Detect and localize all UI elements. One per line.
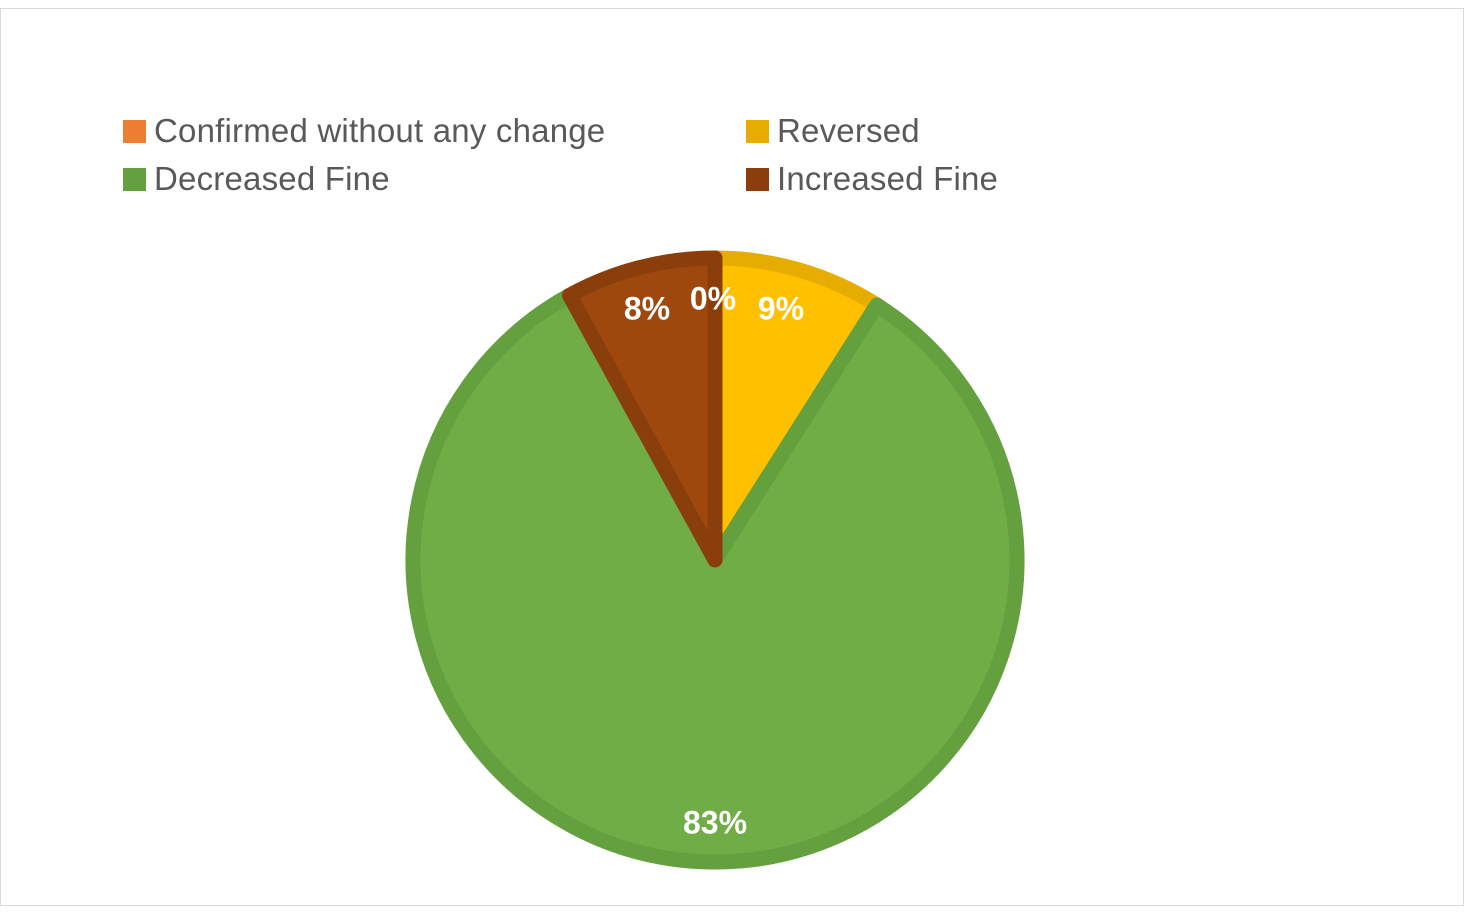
legend-item-decreased-fine: Decreased Fine xyxy=(123,159,390,199)
legend-label-reversed: Reversed xyxy=(777,112,920,149)
legend-label-increased-fine: Increased Fine xyxy=(777,160,999,197)
chart-area: Confirmed without any change Reversed De… xyxy=(0,8,1464,906)
pie-slice-increased-fine xyxy=(562,250,723,568)
pie-slices xyxy=(405,250,1025,870)
data-label-increased-fine: 8% xyxy=(624,290,670,326)
data-label-reversed: 9% xyxy=(758,290,804,326)
pie-data-labels: 0% 9% 83% 8% xyxy=(624,280,804,840)
data-label-confirmed: 0% xyxy=(690,280,736,316)
data-label-decreased-fine: 83% xyxy=(683,804,747,840)
legend-swatch-increased-fine xyxy=(746,167,769,191)
legend: Confirmed without any change Reversed De… xyxy=(1,9,1465,209)
legend-label-confirmed: Confirmed without any change xyxy=(154,112,606,149)
legend-item-reversed: Reversed xyxy=(746,111,920,151)
pie-slice-decreased-fine xyxy=(405,287,1025,870)
legend-swatch-reversed xyxy=(746,119,769,143)
legend-item-increased-fine: Increased Fine xyxy=(746,159,998,199)
legend-swatch-decreased-fine xyxy=(123,167,146,191)
pie-chart: 0% 9% 83% 8% xyxy=(405,250,1025,870)
legend-label-decreased-fine: Decreased Fine xyxy=(154,160,390,197)
legend-swatch-confirmed xyxy=(123,119,146,143)
legend-item-confirmed: Confirmed without any change xyxy=(123,111,605,151)
